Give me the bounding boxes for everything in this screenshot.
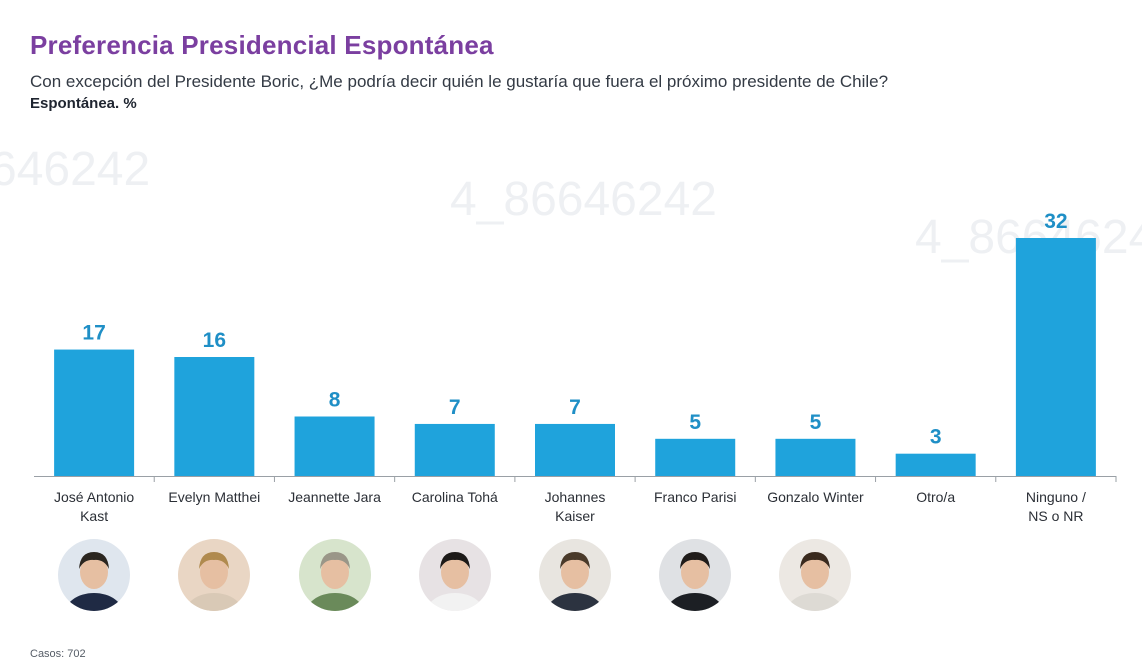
bar — [54, 349, 135, 476]
portrait-icon — [779, 539, 852, 611]
category-label: Jeannette Jara — [288, 489, 381, 505]
category-label: Otro/a — [916, 489, 955, 505]
bar — [294, 416, 375, 476]
candidate-photo — [178, 539, 251, 611]
chart-title: Preferencia Presidencial Espontánea — [30, 30, 494, 60]
portrait-icon — [58, 539, 131, 611]
bar — [775, 438, 856, 476]
portrait-icon — [418, 539, 491, 611]
candidate-photo — [779, 539, 852, 611]
data-label: 16 — [203, 329, 226, 352]
bar — [414, 423, 495, 476]
data-label: 8 — [329, 389, 341, 412]
candidate-photo — [58, 539, 131, 611]
bar-chart: 17 José Antonio Kast 16 Evelyn Matthei 8 Jeann… — [34, 210, 1117, 524]
candidate-photo — [659, 539, 732, 611]
category-label: Ninguno / — [1026, 489, 1086, 505]
bar — [535, 423, 615, 476]
category-label: José Antonio — [54, 489, 134, 505]
unit-label: Espontánea. % — [30, 95, 137, 112]
data-label: 7 — [449, 396, 461, 419]
data-label: 5 — [689, 411, 701, 434]
candidate-photo — [298, 539, 371, 611]
category-label: Evelyn Matthei — [168, 489, 260, 505]
portrait-icon — [178, 539, 251, 611]
category-label: Gonzalo Winter — [767, 489, 864, 505]
category-label: Johannes — [545, 489, 606, 505]
data-label: 32 — [1044, 210, 1067, 233]
category-label: Kaiser — [555, 508, 595, 524]
cases-note: Casos: 702 — [30, 648, 86, 660]
bar — [655, 438, 736, 476]
data-label: 7 — [569, 396, 581, 419]
portrait-icon — [659, 539, 732, 611]
bar — [895, 453, 976, 476]
data-label: 3 — [930, 426, 942, 449]
category-label: Franco Parisi — [654, 489, 736, 505]
candidate-photo — [418, 539, 491, 611]
bar — [1015, 238, 1096, 476]
chart-subtitle: Con excepción del Presidente Boric, ¿Me … — [30, 72, 889, 91]
data-label: 5 — [810, 411, 822, 434]
category-label: Carolina Tohá — [412, 489, 498, 505]
portrait-icon — [298, 539, 371, 611]
bar — [174, 357, 255, 476]
portrait-icon — [539, 539, 611, 611]
candidate-photo — [539, 539, 611, 611]
data-label: 17 — [82, 322, 105, 345]
category-label: Kast — [80, 508, 108, 524]
category-label: NS o NR — [1028, 508, 1083, 524]
